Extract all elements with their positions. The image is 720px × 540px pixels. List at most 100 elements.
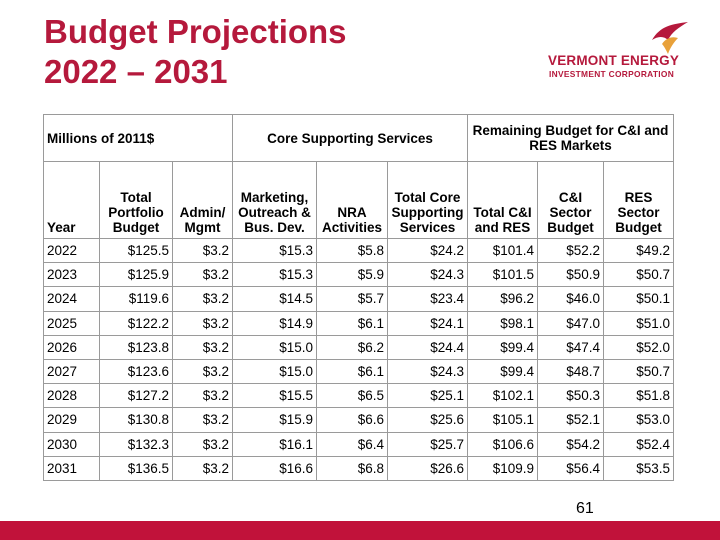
table-cell: $123.8 bbox=[99, 334, 173, 360]
table-cell: $99.4 bbox=[467, 358, 539, 385]
row-year-cell: 2031 bbox=[43, 455, 100, 482]
row-year-cell: 2030 bbox=[43, 431, 100, 457]
units-label: Millions of 2011$ bbox=[42, 113, 234, 163]
table-cell: $6.1 bbox=[316, 358, 389, 385]
table-cell: $52.4 bbox=[603, 431, 675, 457]
table-cell: $98.1 bbox=[467, 310, 539, 336]
table-cell: $6.5 bbox=[316, 383, 389, 409]
table-cell: $6.4 bbox=[316, 431, 389, 457]
table-cell: $25.6 bbox=[387, 407, 469, 433]
table-cell: $23.4 bbox=[387, 286, 469, 312]
table-cell: $106.6 bbox=[467, 431, 539, 457]
table-cell: $24.4 bbox=[387, 334, 469, 360]
row-year-cell: 2023 bbox=[43, 262, 100, 288]
table-cell: $46.0 bbox=[537, 286, 605, 312]
table-row: 2027 $123.6 $3.2 $15.0 $6.1 $24.3 $99.4 $48.7 $5… bbox=[43, 358, 675, 385]
footer-bar bbox=[0, 521, 720, 540]
table-header-groups: Millions of 2011$ Core Supporting Servic… bbox=[42, 113, 675, 163]
budget-table-container: Millions of 2011$ Core Supporting Servic… bbox=[42, 113, 675, 482]
table-cell: $3.2 bbox=[171, 262, 234, 288]
table-cell: $5.8 bbox=[316, 238, 389, 264]
table-cell: $53.0 bbox=[603, 407, 675, 433]
table-cell: $122.2 bbox=[99, 310, 173, 336]
table-cell: $96.2 bbox=[467, 286, 539, 312]
table-cell: $136.5 bbox=[99, 455, 173, 482]
table-header-columns: Year Total Portfolio Budget Admin/ Mgmt … bbox=[43, 161, 675, 240]
row-year-cell: 2022 bbox=[43, 238, 100, 264]
logo-line-2: INVESTMENT CORPORATION bbox=[549, 69, 675, 79]
table-cell: $26.6 bbox=[387, 455, 469, 482]
table-cell: $99.4 bbox=[467, 334, 539, 360]
col-header-res-sector: RES Sector Budget bbox=[603, 161, 675, 240]
table-cell: $54.2 bbox=[537, 431, 605, 457]
table-cell: $14.5 bbox=[232, 286, 318, 312]
table-cell: $24.3 bbox=[387, 358, 469, 385]
table-cell: $24.2 bbox=[387, 238, 469, 264]
table-cell: $127.2 bbox=[99, 383, 173, 409]
table-cell: $101.4 bbox=[467, 238, 539, 264]
col-header-nra: NRA Activities bbox=[316, 161, 389, 240]
table-cell: $5.7 bbox=[316, 286, 389, 312]
table-cell: $6.6 bbox=[316, 407, 389, 433]
table-cell: $25.1 bbox=[387, 383, 469, 409]
veic-bird-mark-icon bbox=[652, 22, 688, 54]
table-cell: $52.0 bbox=[603, 334, 675, 360]
table-cell: $15.5 bbox=[232, 383, 318, 409]
group-header-core: Core Supporting Services bbox=[232, 113, 469, 163]
table-body: 2022 $125.5 $3.2 $15.3 $5.8 $24.2 $101.4 $52.2 $… bbox=[43, 238, 675, 482]
table-cell: $48.7 bbox=[537, 358, 605, 385]
table-cell: $15.3 bbox=[232, 238, 318, 264]
table-cell: $51.0 bbox=[603, 310, 675, 336]
table-row: 2031 $136.5 $3.2 $16.6 $6.8 $26.6 $109.9 $56.4 $… bbox=[43, 455, 675, 482]
table-cell: $16.6 bbox=[232, 455, 318, 482]
table-cell: $3.2 bbox=[171, 334, 234, 360]
table-cell: $105.1 bbox=[467, 407, 539, 433]
table-cell: $15.3 bbox=[232, 262, 318, 288]
slide-title: Budget Projections 2022 – 2031 bbox=[44, 12, 347, 92]
title-line-2: 2022 – 2031 bbox=[44, 53, 228, 90]
table-cell: $6.1 bbox=[316, 310, 389, 336]
table-cell: $25.7 bbox=[387, 431, 469, 457]
table-cell: $15.9 bbox=[232, 407, 318, 433]
table-cell: $3.2 bbox=[171, 286, 234, 312]
table-cell: $52.1 bbox=[537, 407, 605, 433]
table-cell: $49.2 bbox=[603, 238, 675, 264]
table-cell: $101.5 bbox=[467, 262, 539, 288]
table-cell: $24.1 bbox=[387, 310, 469, 336]
table-cell: $52.2 bbox=[537, 238, 605, 264]
row-year-cell: 2026 bbox=[43, 334, 100, 360]
table-cell: $119.6 bbox=[99, 286, 173, 312]
table-cell: $15.0 bbox=[232, 358, 318, 385]
col-header-marketing: Marketing, Outreach & Bus. Dev. bbox=[232, 161, 318, 240]
table-cell: $50.1 bbox=[603, 286, 675, 312]
table-cell: $15.0 bbox=[232, 334, 318, 360]
table-row: 2026 $123.8 $3.2 $15.0 $6.2 $24.4 $99.4 $47.4 $5… bbox=[43, 334, 675, 360]
col-header-ci-sector: C&I Sector Budget bbox=[537, 161, 605, 240]
table-cell: $14.9 bbox=[232, 310, 318, 336]
table-row: 2025 $122.2 $3.2 $14.9 $6.1 $24.1 $98.1 $47.0 $5… bbox=[43, 310, 675, 336]
table-cell: $50.7 bbox=[603, 262, 675, 288]
row-year-cell: 2028 bbox=[43, 383, 100, 409]
group-header-remaining: Remaining Budget for C&I and RES Markets bbox=[467, 113, 675, 163]
table-cell: $125.9 bbox=[99, 262, 173, 288]
table-cell: $3.2 bbox=[171, 358, 234, 385]
table-cell: $53.5 bbox=[603, 455, 675, 482]
row-year-cell: 2027 bbox=[43, 358, 100, 385]
table-cell: $24.3 bbox=[387, 262, 469, 288]
col-header-total-ci-res: Total C&I and RES bbox=[467, 161, 539, 240]
row-year-cell: 2024 bbox=[43, 286, 100, 312]
col-header-admin: Admin/ Mgmt bbox=[171, 161, 234, 240]
col-header-total-portfolio: Total Portfolio Budget bbox=[99, 161, 173, 240]
table-cell: $5.9 bbox=[316, 262, 389, 288]
table-cell: $109.9 bbox=[467, 455, 539, 482]
table-row: 2022 $125.5 $3.2 $15.3 $5.8 $24.2 $101.4 $52.2 $… bbox=[43, 238, 675, 264]
row-year-cell: 2029 bbox=[43, 407, 100, 433]
page-number: 61 bbox=[576, 500, 594, 517]
veic-logo: VERMONT ENERGY INVESTMENT CORPORATION bbox=[548, 18, 693, 80]
table-cell: $130.8 bbox=[99, 407, 173, 433]
table-cell: $6.8 bbox=[316, 455, 389, 482]
table-cell: $50.9 bbox=[537, 262, 605, 288]
table-cell: $50.7 bbox=[603, 358, 675, 385]
title-line-1: Budget Projections bbox=[44, 13, 347, 50]
table-cell: $56.4 bbox=[537, 455, 605, 482]
